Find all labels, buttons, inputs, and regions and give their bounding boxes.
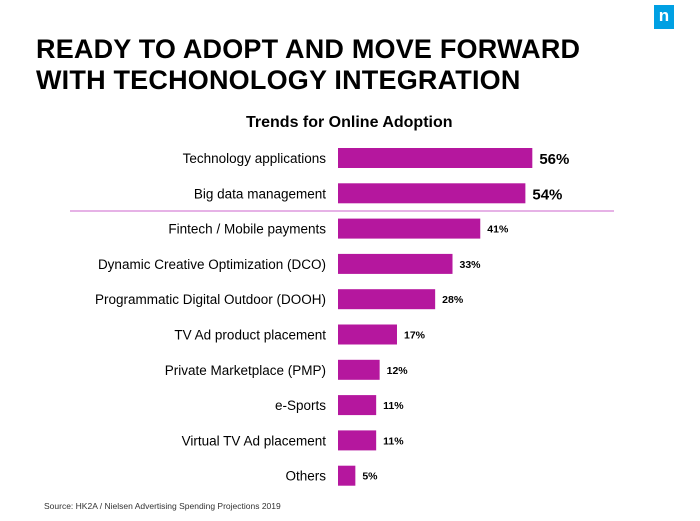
category-label: Dynamic Creative Optimization (DCO) (98, 257, 326, 272)
data-label: 11% (383, 400, 404, 412)
category-label: Others (285, 469, 326, 484)
data-label: 33% (460, 259, 482, 271)
bar (338, 395, 377, 416)
source-note: Source: HK2A / Nielsen Advertising Spend… (44, 501, 281, 511)
data-label: 5% (362, 471, 378, 483)
bar (338, 324, 397, 345)
category-label: TV Ad product placement (174, 328, 326, 343)
category-label: Programmatic Digital Outdoor (DOOH) (95, 292, 326, 307)
category-label: Fintech / Mobile payments (168, 222, 326, 237)
data-label: 41% (487, 224, 509, 236)
bar (338, 465, 356, 486)
bar (338, 218, 481, 239)
bar (338, 183, 526, 204)
page-title: READY TO ADOPT AND MOVE FORWARD WITH TEC… (36, 34, 656, 96)
category-label: Private Marketplace (PMP) (165, 363, 326, 378)
bar (338, 289, 436, 310)
data-label: 28% (442, 294, 464, 306)
chart-title: Trends for Online Adoption (246, 114, 453, 131)
category-label: Virtual TV Ad placement (182, 433, 327, 448)
bar (338, 253, 453, 274)
bar (338, 359, 380, 380)
data-label: 54% (532, 186, 562, 203)
nielsen-logo: n (654, 5, 674, 29)
category-label: Big data management (194, 186, 326, 201)
category-label: e-Sports (275, 398, 326, 413)
data-label: 11% (383, 435, 404, 447)
bar (338, 430, 377, 451)
data-label: 56% (539, 151, 569, 168)
data-label: 17% (404, 330, 426, 342)
page-title-line-2: WITH TECHONOLOGY INTEGRATION (36, 65, 521, 95)
bar (338, 148, 533, 168)
data-label: 12% (387, 365, 409, 377)
page-title-line-1: READY TO ADOPT AND MOVE FORWARD (36, 34, 581, 64)
category-label: Technology applications (183, 151, 327, 166)
